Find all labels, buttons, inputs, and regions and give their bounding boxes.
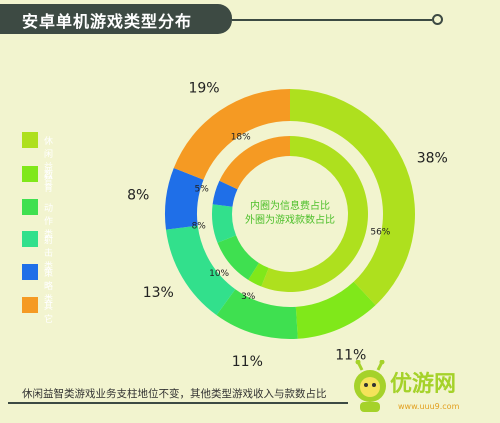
outer-segment-4	[165, 167, 204, 230]
center-note-line1: 内圈为信息费占比	[250, 199, 330, 212]
legend-label: 休闲益智	[44, 137, 54, 186]
outer-segment-2	[216, 289, 298, 339]
outer-segment-0	[290, 89, 415, 306]
outer-label-5: 19%	[188, 80, 219, 96]
title-dot-icon	[432, 14, 443, 25]
outer-label-4: 8%	[127, 188, 149, 204]
title-underline	[232, 19, 432, 21]
outer-segment-5	[173, 89, 290, 180]
mascot-icon	[354, 360, 386, 412]
legend-label: 教育	[44, 171, 54, 194]
outer-label-2: 11%	[232, 354, 263, 370]
outer-label-1: 11%	[335, 347, 366, 363]
inner-label-0: 56%	[370, 227, 390, 237]
inner-segment-4	[212, 180, 238, 207]
legend-label: 其它	[44, 302, 54, 325]
inner-segment-5	[219, 136, 290, 190]
page-title: 安卓单机游戏类型分布	[22, 12, 193, 31]
legend-swatch	[22, 297, 38, 313]
legend-label: 动作类	[44, 204, 54, 240]
inner-label-4: 5%	[195, 184, 210, 194]
inner-label-2: 10%	[209, 269, 229, 279]
inner-segment-2	[217, 235, 259, 280]
legend-label: 射击类	[44, 236, 54, 272]
outer-ring	[165, 89, 415, 339]
logo: 优游网 www.uuu9.com	[348, 358, 498, 420]
inner-segment-1	[248, 262, 269, 287]
inner-label-3: 8%	[192, 222, 207, 232]
legend-swatch	[22, 166, 38, 182]
inner-segment-3	[212, 204, 237, 243]
title-bar: 安卓单机游戏类型分布	[0, 4, 232, 34]
inner-label-1: 3%	[241, 292, 256, 302]
outer-label-3: 13%	[143, 285, 174, 301]
inner-segment-0	[261, 136, 369, 292]
inner-labels: 56% 3% 10% 8% 5% 18%	[192, 132, 391, 302]
legend-label: 策略类	[44, 269, 54, 305]
legend-swatch	[22, 199, 38, 215]
inner-ring	[212, 136, 369, 292]
outer-labels: 38% 11% 11% 13% 8% 19%	[127, 80, 448, 369]
inner-label-5: 18%	[231, 132, 251, 142]
legend-swatch	[22, 231, 38, 247]
outer-segment-3	[165, 225, 236, 316]
logo-text: 优游网	[390, 372, 457, 397]
legend-swatch	[22, 132, 38, 148]
footer-underline	[8, 402, 348, 404]
outer-label-0: 38%	[417, 151, 448, 167]
logo-url: www.uuu9.com	[398, 402, 460, 411]
legend-swatch	[22, 264, 38, 280]
center-note-line2: 外圈为游戏款数占比	[245, 213, 335, 226]
outer-segment-1	[295, 281, 376, 339]
chart-center	[236, 160, 344, 268]
footer-note: 休闲益智类游戏业务支柱地位不变，其他类型游戏收入与款数占比	[22, 388, 327, 400]
legend: 休闲益智 教育 动作类 射击类 策略类 其它	[22, 132, 122, 325]
